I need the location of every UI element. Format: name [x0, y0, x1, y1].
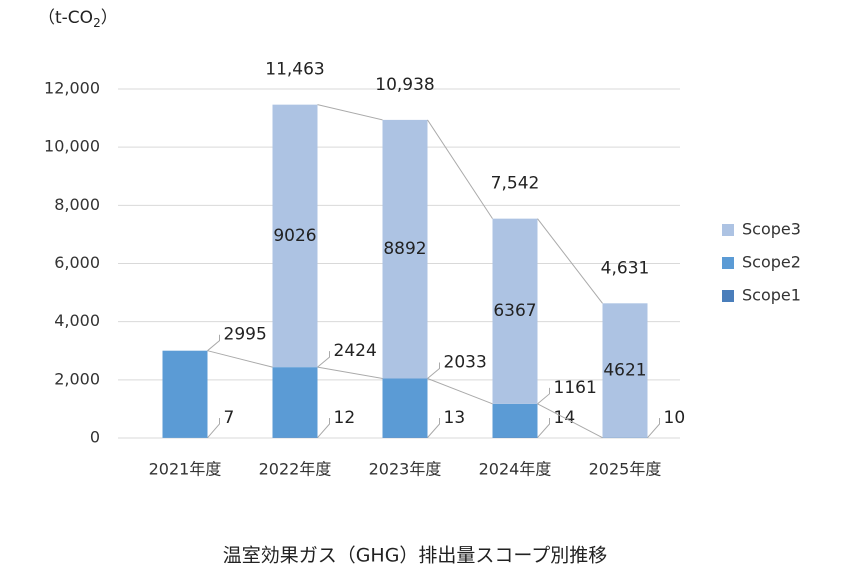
bar-segment	[272, 104, 318, 368]
value-label: 6367	[493, 301, 536, 321]
value-label: 2995	[224, 325, 267, 345]
value-label: 7	[224, 408, 235, 428]
chart-title: 温室効果ガス（GHG）排出量スコープ別推移	[223, 545, 608, 567]
leader-line	[207, 418, 220, 439]
series-line	[537, 218, 603, 304]
y-tick-label: 6,000	[54, 253, 100, 272]
value-label: 12	[334, 408, 356, 428]
x-tick-label: 2023年度	[369, 460, 442, 479]
x-tick-label: 2021年度	[149, 460, 222, 479]
unit-end: ）	[101, 8, 118, 28]
leader-line	[537, 387, 550, 405]
series-line	[317, 104, 383, 121]
value-label: 2424	[334, 341, 377, 361]
total-label: 7,542	[491, 174, 540, 194]
leader-line	[207, 334, 220, 352]
value-label: 8892	[383, 239, 426, 259]
bar-segment	[602, 303, 648, 438]
value-label: 2033	[444, 352, 487, 372]
leader-line	[427, 418, 440, 438]
total-label: 11,463	[265, 60, 324, 80]
leader-line	[647, 418, 660, 439]
legend-swatch	[722, 257, 734, 269]
leader-line	[317, 351, 330, 368]
value-label: 1161	[554, 378, 597, 398]
x-tick-label: 2025年度	[589, 460, 662, 479]
y-tick-label: 12,000	[44, 79, 100, 98]
value-label: 4621	[603, 361, 646, 381]
unit-text: （t-CO	[38, 8, 93, 28]
total-label: 10,938	[375, 75, 434, 95]
x-tick-label: 2024年度	[479, 460, 552, 479]
legend-label: Scope1	[742, 286, 801, 305]
value-label: 13	[444, 408, 466, 428]
y-tick-label: 10,000	[44, 137, 100, 156]
bar-segment	[492, 403, 538, 438]
series-line	[317, 366, 383, 379]
bar-segment	[162, 350, 208, 438]
bar-segment	[272, 367, 318, 438]
legend-label: Scope3	[742, 220, 801, 239]
value-label: 9026	[273, 226, 316, 246]
series-line	[427, 378, 493, 405]
y-tick-label: 2,000	[54, 369, 100, 388]
y-tick-label: 8,000	[54, 195, 100, 214]
bar-segment	[492, 218, 538, 404]
value-label: 10	[664, 408, 686, 428]
total-label: 4,631	[601, 258, 650, 278]
series-line	[207, 350, 273, 368]
unit-sub: 2	[93, 16, 101, 30]
unit-label: （t-CO2）	[38, 8, 118, 30]
bar-segment	[382, 119, 428, 379]
leader-line	[427, 362, 440, 379]
y-tick-label: 0	[90, 428, 100, 447]
y-tick-label: 4,000	[54, 311, 100, 330]
legend-swatch	[722, 290, 734, 302]
leader-line	[537, 418, 550, 438]
series-line	[537, 403, 603, 439]
legend-label: Scope2	[742, 253, 801, 272]
x-tick-label: 2022年度	[259, 460, 332, 479]
leader-line	[317, 418, 330, 438]
legend-swatch	[722, 224, 734, 236]
bar-segment	[382, 378, 428, 438]
series-line	[427, 119, 493, 219]
